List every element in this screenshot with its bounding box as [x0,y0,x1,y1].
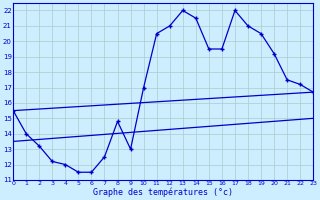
X-axis label: Graphe des températures (°c): Graphe des températures (°c) [93,188,233,197]
